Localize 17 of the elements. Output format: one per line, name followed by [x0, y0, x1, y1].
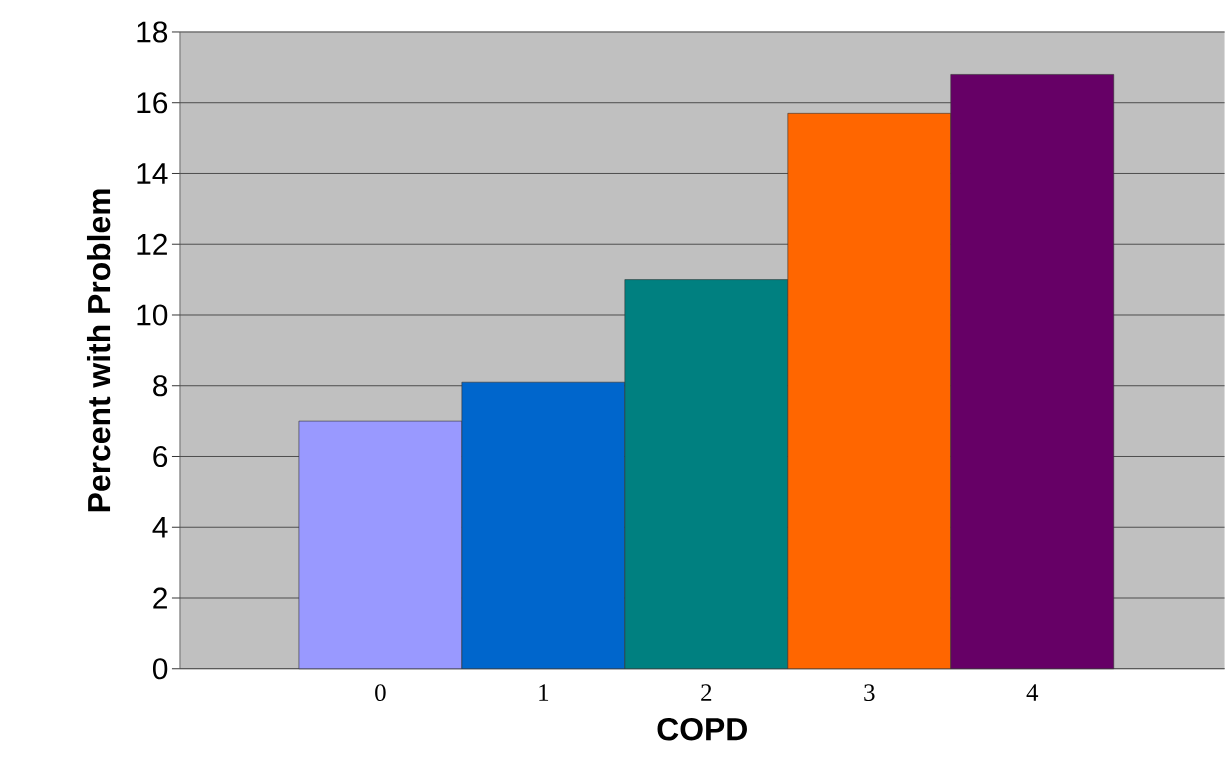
x-tick-label: 0 [375, 684, 386, 702]
y-tick-label: 4 [152, 517, 168, 538]
y-axis-title: Percent with Problem [86, 189, 111, 512]
y-tick-label: 0 [152, 658, 168, 680]
y-tick-label: 10 [137, 304, 168, 326]
x-axis-title: COPD [657, 718, 747, 741]
y-tick-label: 16 [137, 92, 168, 114]
y-tick-label: 6 [153, 446, 168, 468]
x-tick-label: 3 [864, 684, 875, 702]
y-tick-label: 18 [137, 21, 168, 43]
y-tick-label: 2 [153, 587, 167, 609]
x-tick-label: 4 [1026, 684, 1039, 701]
y-tick-label: 14 [137, 163, 168, 184]
x-tick-label: 1 [539, 684, 549, 701]
x-tick-label: 2 [701, 684, 712, 701]
y-tick-label: 8 [153, 375, 168, 397]
y-tick-label: 12 [137, 233, 167, 255]
